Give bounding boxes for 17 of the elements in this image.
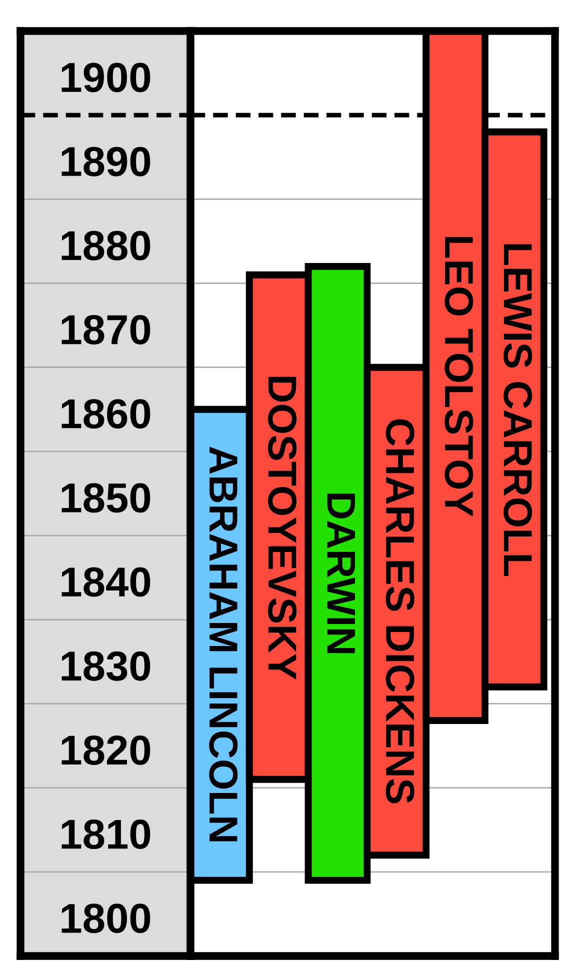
- y-tick-label: 1820: [62, 735, 150, 765]
- x-tick-label: CHARLES DICKENS: [386, 419, 414, 804]
- x-tick-label: DARWIN: [327, 494, 356, 654]
- y-tick-label: 1860: [62, 399, 150, 429]
- y-tick-label: 1890: [62, 146, 150, 176]
- y-tick-label: 1900: [62, 62, 150, 92]
- y-tick-label: 1810: [62, 820, 150, 850]
- y-tick-label: 1800: [62, 904, 150, 934]
- y-tick-label: 1840: [62, 567, 150, 597]
- x-tick-label: LEO TOLSTOY: [444, 237, 474, 517]
- x-tick-label: LEWIS CARROLL: [504, 244, 532, 576]
- y-tick-label: 1830: [62, 651, 150, 681]
- x-tick-label: DOSTOYEVSKY: [268, 376, 297, 680]
- y-tick-label: 1850: [62, 483, 150, 513]
- y-tick-label: 1870: [62, 315, 150, 345]
- y-tick-label: 1880: [62, 230, 150, 260]
- x-tick-label: ABRAHAM LINCOLN: [209, 446, 238, 842]
